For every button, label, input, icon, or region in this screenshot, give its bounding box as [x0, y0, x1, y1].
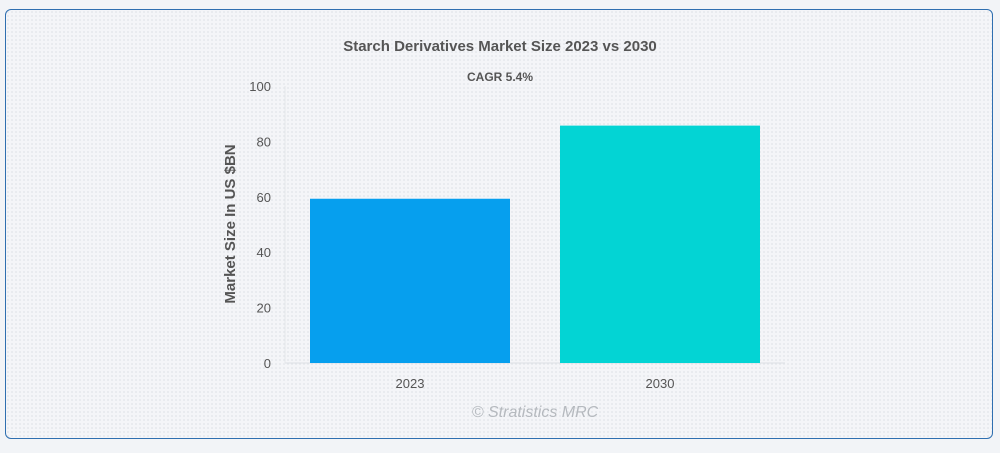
x-tick-label: 2023: [396, 376, 425, 391]
y-tick-label: 60: [257, 190, 271, 205]
chart-subtitle: CAGR 5.4%: [467, 70, 533, 84]
x-tick-group: 2023 2030: [396, 376, 675, 391]
x-tick-label: 2030: [646, 376, 675, 391]
bar-2023: [310, 198, 510, 363]
bar-group: [310, 125, 760, 364]
y-tick-label: 0: [264, 356, 271, 371]
watermark-text: © Stratistics MRC: [472, 404, 599, 421]
y-axis-label: Market Size In US $BN: [222, 144, 239, 303]
y-tick-label: 80: [257, 134, 271, 149]
y-tick-label: 40: [257, 245, 271, 260]
chart-title: Starch Derivatives Market Size 2023 vs 2…: [343, 38, 657, 55]
y-tick-label: 100: [249, 79, 271, 94]
bar-2030: [560, 125, 760, 364]
y-tick-group: 0 20 40 60 80 100: [249, 79, 271, 371]
y-tick-label: 20: [257, 301, 271, 316]
